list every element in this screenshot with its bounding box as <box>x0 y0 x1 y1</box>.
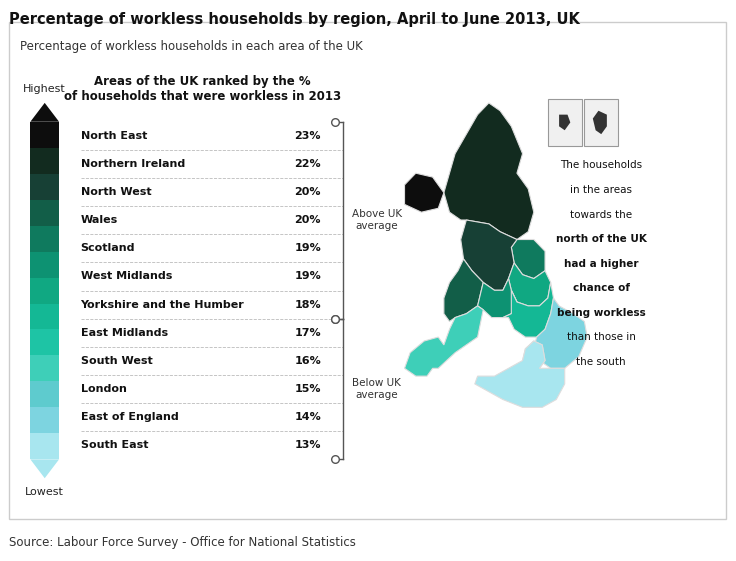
Text: 16%: 16% <box>294 356 321 366</box>
Text: Above UK
average: Above UK average <box>352 209 402 231</box>
Text: Scotland: Scotland <box>81 243 135 254</box>
Text: the south: the south <box>576 357 626 367</box>
FancyBboxPatch shape <box>30 304 59 329</box>
Text: chance of: chance of <box>573 283 630 293</box>
Text: being workless: being workless <box>557 308 645 318</box>
Polygon shape <box>405 306 484 376</box>
Text: in the areas: in the areas <box>570 185 632 195</box>
Text: Below UK
average: Below UK average <box>352 378 400 400</box>
Text: Source: Labour Force Survey - Office for National Statistics: Source: Labour Force Survey - Office for… <box>9 536 355 549</box>
Text: Percentage of workless households in each area of the UK: Percentage of workless households in eac… <box>20 40 362 53</box>
Text: Northern Ireland: Northern Ireland <box>81 159 185 169</box>
Polygon shape <box>30 103 59 122</box>
FancyBboxPatch shape <box>548 99 581 146</box>
FancyBboxPatch shape <box>30 122 59 148</box>
Text: 18%: 18% <box>294 300 321 310</box>
FancyBboxPatch shape <box>30 434 59 459</box>
Polygon shape <box>503 282 553 337</box>
FancyBboxPatch shape <box>30 148 59 174</box>
Text: 20%: 20% <box>294 187 321 197</box>
Text: The households: The households <box>560 160 643 171</box>
Text: Wales: Wales <box>81 215 118 225</box>
Polygon shape <box>509 263 551 306</box>
Text: Yorkshire and the Humber: Yorkshire and the Humber <box>81 300 244 310</box>
Text: 19%: 19% <box>294 272 321 282</box>
Text: South West: South West <box>81 356 152 366</box>
FancyBboxPatch shape <box>30 356 59 381</box>
FancyBboxPatch shape <box>30 174 59 200</box>
FancyBboxPatch shape <box>584 99 618 146</box>
Polygon shape <box>461 220 517 290</box>
Text: South East: South East <box>81 440 148 450</box>
Text: than those in: than those in <box>567 333 636 342</box>
FancyBboxPatch shape <box>30 200 59 226</box>
Text: 19%: 19% <box>294 243 321 254</box>
Text: had a higher: had a higher <box>564 259 639 269</box>
FancyBboxPatch shape <box>30 381 59 407</box>
Text: 23%: 23% <box>294 131 321 141</box>
FancyBboxPatch shape <box>30 251 59 278</box>
Text: 13%: 13% <box>294 440 321 450</box>
Text: North East: North East <box>81 131 147 141</box>
Text: 14%: 14% <box>294 412 321 422</box>
Text: West Midlands: West Midlands <box>81 272 172 282</box>
Polygon shape <box>478 279 517 318</box>
Polygon shape <box>30 459 59 478</box>
Polygon shape <box>444 259 484 321</box>
Text: East Midlands: East Midlands <box>81 328 168 338</box>
Polygon shape <box>444 103 534 240</box>
Text: London: London <box>81 384 127 394</box>
Text: East of England: East of England <box>81 412 178 422</box>
Polygon shape <box>534 298 587 369</box>
Polygon shape <box>475 341 565 407</box>
Polygon shape <box>523 341 545 369</box>
Polygon shape <box>559 114 570 130</box>
Text: 15%: 15% <box>294 384 321 394</box>
Text: towards the: towards the <box>570 210 632 219</box>
Polygon shape <box>512 240 545 279</box>
FancyBboxPatch shape <box>30 329 59 356</box>
FancyBboxPatch shape <box>30 278 59 304</box>
Text: 22%: 22% <box>294 159 321 169</box>
Text: Highest: Highest <box>24 84 66 94</box>
Polygon shape <box>592 111 607 134</box>
Text: 20%: 20% <box>294 215 321 225</box>
FancyBboxPatch shape <box>30 407 59 434</box>
Polygon shape <box>405 173 444 212</box>
Text: North West: North West <box>81 187 151 197</box>
Text: Percentage of workless households by region, April to June 2013, UK: Percentage of workless households by reg… <box>9 12 580 27</box>
Text: Areas of the UK ranked by the %
of households that were workless in 2013: Areas of the UK ranked by the % of house… <box>64 75 342 103</box>
Text: north of the UK: north of the UK <box>556 234 647 244</box>
Text: Lowest: Lowest <box>25 486 64 496</box>
Text: 17%: 17% <box>294 328 321 338</box>
FancyBboxPatch shape <box>30 226 59 251</box>
